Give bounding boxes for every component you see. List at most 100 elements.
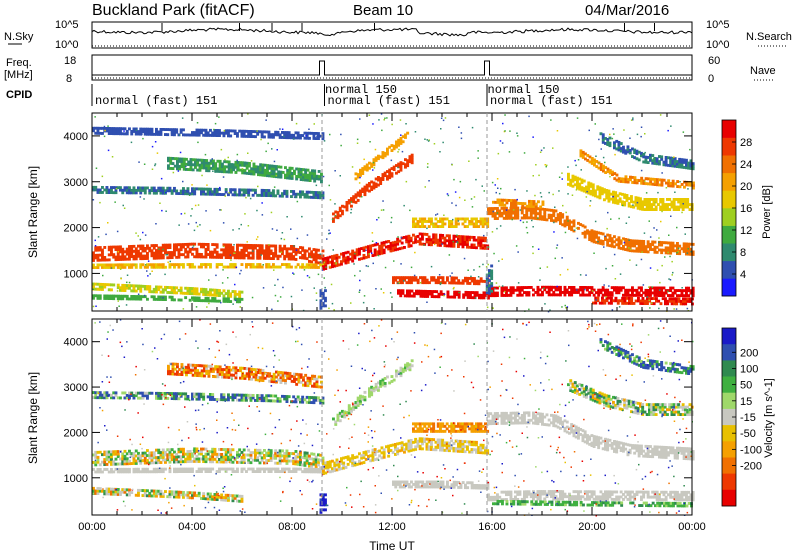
heatmap-cell [650,267,652,269]
heatmap-cell [364,193,367,196]
heatmap-cell [234,284,236,286]
heatmap-cell [383,249,386,252]
heatmap-cell [663,287,666,290]
heatmap-cell [205,460,208,463]
heatmap-cell [250,454,253,457]
heatmap-cell [159,203,161,205]
heatmap-cell [162,256,165,259]
heatmap-cell [213,129,215,131]
heatmap-cell [202,395,205,398]
heatmap-cell [502,285,504,287]
heatmap-cell [537,200,540,203]
heatmap-cell [582,289,585,292]
heatmap-cell [411,156,414,159]
heatmap-cell [446,279,449,282]
heatmap-cell [296,123,298,125]
heatmap-cell [400,134,402,136]
heatmap-cell [99,297,102,300]
heatmap-cell [502,123,504,125]
heatmap-cell [99,463,102,466]
heatmap-cell [638,158,641,161]
heatmap-cell [228,157,230,159]
heatmap-cell [297,263,300,266]
heatmap-cell [410,237,413,240]
heatmap-cell [172,162,175,165]
heatmap-cell [340,134,342,136]
heatmap-cell [225,188,228,191]
heatmap-cell [290,266,293,269]
heatmap-cell [324,299,327,302]
heatmap-cell [661,172,663,174]
heatmap-cell [277,149,279,151]
heatmap-cell [524,152,526,154]
heatmap-cell [435,236,438,239]
heatmap-cell [357,143,359,145]
freq-panel-frame [92,55,692,80]
heatmap-cell [401,237,403,239]
heatmap-cell [615,297,618,300]
heatmap-cell [448,237,451,240]
heatmap-cell [531,220,533,222]
heatmap-cell [144,164,146,166]
heatmap-cell [618,236,621,239]
heatmap-cell [248,225,250,227]
heatmap-cell [561,216,564,219]
heatmap-cell [324,262,326,264]
heatmap-cell [676,227,678,229]
heatmap-cell [614,254,616,256]
heatmap-cell [162,470,165,473]
heatmap-cell [657,192,659,194]
heatmap-cell [423,225,426,228]
heatmap-cell [182,448,185,451]
heatmap-cell [516,214,519,217]
heatmap-cell [252,297,254,299]
heatmap-cell [219,209,221,211]
heatmap-cell [673,203,676,206]
heatmap-cell [664,297,667,300]
heatmap-cell [171,256,174,259]
heatmap-cell [624,299,627,302]
heatmap-cell [526,190,528,192]
heatmap-cell [630,198,633,201]
heatmap-cell [178,224,180,226]
heatmap-cell [444,223,447,226]
heatmap-cell [453,245,456,248]
heatmap-cell [614,154,616,156]
heatmap-cell [121,297,124,300]
heatmap-cell [187,256,190,259]
heatmap-cell [309,277,311,279]
heatmap-cell [212,171,214,173]
heatmap-cell [250,133,253,136]
heatmap-cell [227,290,230,293]
heatmap-cell [451,272,453,274]
heatmap-cell [324,297,327,300]
heatmap-cell [509,151,511,153]
heatmap-cell [597,241,599,243]
heatmap-cell [271,309,273,311]
heatmap-cell [263,287,265,289]
heatmap-cell [672,242,675,245]
heatmap-cell [458,293,461,296]
heatmap-cell [658,308,660,310]
heatmap-cell [678,297,681,300]
heatmap-cell [94,186,97,189]
heatmap-cell [171,296,174,299]
heatmap-cell [99,468,102,471]
heatmap-cell [562,205,564,207]
heatmap-cell [637,202,639,204]
heatmap-cell [488,246,490,248]
heatmap-cell [236,267,238,269]
heatmap-cell [498,153,500,155]
heatmap-cell [230,254,232,256]
heatmap-cell [229,453,232,456]
heatmap-cell [139,462,142,465]
heatmap-cell [277,300,279,302]
heatmap-cell [253,163,256,166]
heatmap-cell [256,459,259,462]
heatmap-cell [208,279,210,281]
heatmap-cell [106,186,109,189]
heatmap-cell [369,141,371,143]
heatmap-cell [689,149,691,151]
heatmap-cell [622,146,625,149]
heatmap-cell [291,296,293,298]
